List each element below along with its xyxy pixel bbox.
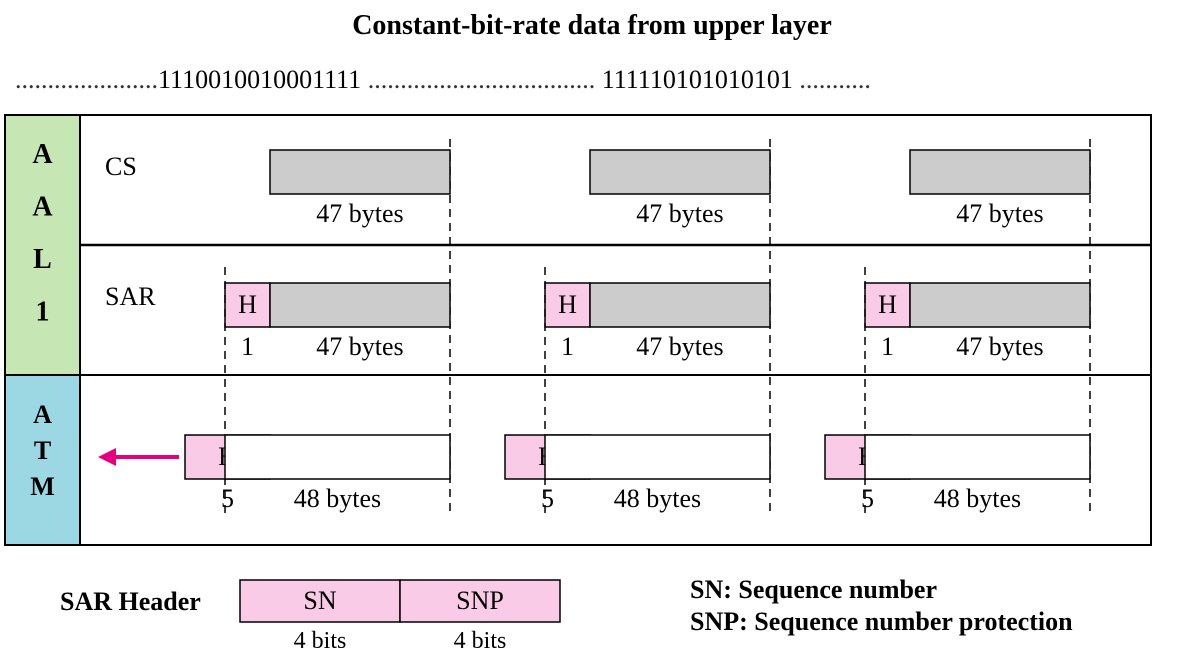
snp-bits: 4 bits	[454, 628, 507, 654]
bitstream: ......................1110010010001111 .…	[15, 65, 871, 94]
sar-header-h: H	[878, 290, 897, 319]
atm-payload-size: 48 bytes	[294, 484, 381, 513]
atm-letter: M	[30, 472, 55, 501]
atm-payload-block	[225, 435, 450, 479]
sar-payload-size: 47 bytes	[316, 332, 403, 361]
cs-block-size: 47 bytes	[316, 199, 403, 228]
atm-payload-block	[865, 435, 1090, 479]
sn-text: SN	[303, 586, 336, 615]
sar-payload-block	[270, 283, 450, 327]
sar-header-label: SAR Header	[60, 587, 201, 616]
legend-sn: SN: Sequence number	[690, 575, 937, 604]
sar-header-size: 1	[241, 332, 254, 361]
legend-snp: SNP: Sequence number protection	[690, 607, 1073, 636]
cs-block	[910, 150, 1090, 194]
sar-payload-size: 47 bytes	[636, 332, 723, 361]
atm-header-size: 5	[541, 484, 554, 513]
atm-header-size: 5	[221, 484, 234, 513]
title: Constant-bit-rate data from upper layer	[352, 10, 832, 41]
cs-block-size: 47 bytes	[956, 199, 1043, 228]
sar-header-size: 1	[881, 332, 894, 361]
atm-header-size: 5	[861, 484, 874, 513]
cs-block	[270, 150, 450, 194]
sar-payload-block	[910, 283, 1090, 327]
sn-bits: 4 bits	[294, 628, 347, 654]
cs-label: CS	[105, 152, 137, 181]
atm-letter: T	[34, 436, 51, 465]
aal1-letter: 1	[36, 297, 50, 328]
atm-letter: A	[33, 400, 52, 429]
sar-header-size: 1	[561, 332, 574, 361]
aal1-letter: A	[32, 139, 53, 170]
aal1-letter: L	[33, 244, 52, 275]
atm-payload-block	[545, 435, 770, 479]
sar-label: SAR	[105, 282, 156, 311]
sar-payload-block	[590, 283, 770, 327]
cs-block-size: 47 bytes	[636, 199, 723, 228]
aal1-letter: A	[32, 192, 53, 223]
sar-header-h: H	[558, 290, 577, 319]
snp-text: SNP	[456, 586, 504, 615]
sar-payload-size: 47 bytes	[956, 332, 1043, 361]
cs-block	[590, 150, 770, 194]
flow-arrow-head	[98, 448, 116, 466]
sar-header-h: H	[238, 290, 257, 319]
atm-payload-size: 48 bytes	[614, 484, 701, 513]
atm-payload-size: 48 bytes	[934, 484, 1021, 513]
